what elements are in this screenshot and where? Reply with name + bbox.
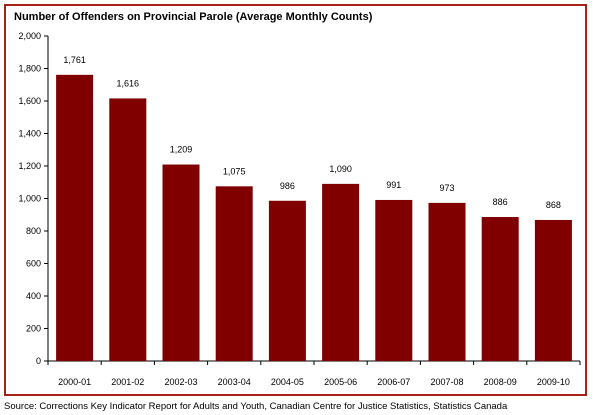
data-label: 986 <box>280 181 295 191</box>
bar <box>268 200 306 361</box>
bar <box>162 164 200 361</box>
bar <box>56 74 94 362</box>
y-tick-label: 1,000 <box>18 194 41 204</box>
chart-title: Number of Offenders on Provincial Parole… <box>14 11 373 23</box>
y-tick-label: 800 <box>26 226 41 236</box>
bar <box>109 98 147 362</box>
data-label: 886 <box>493 197 508 207</box>
x-tick-label: 2002-03 <box>164 377 197 387</box>
bar <box>215 186 253 361</box>
x-tick-label: 2006-07 <box>377 377 410 387</box>
data-label: 1,616 <box>117 78 140 88</box>
data-label: 991 <box>386 180 401 190</box>
source-note: Source: Corrections Key Indicator Report… <box>4 401 508 412</box>
data-label: 1,090 <box>329 164 352 174</box>
bar <box>534 219 572 361</box>
bar-chart: 0 200 400 600 800 1,000 1,200 1,400 1,600 1,800 2,… <box>18 31 581 387</box>
y-tick-label: 600 <box>26 259 41 269</box>
y-tick-label: 400 <box>26 291 41 301</box>
y-tick-label: 1,400 <box>18 129 41 139</box>
data-label: 1,761 <box>63 55 86 65</box>
x-tick-label: 2004-05 <box>271 377 304 387</box>
x-tick-label: 2001-02 <box>111 377 144 387</box>
bar <box>322 183 360 361</box>
data-label: 868 <box>546 200 561 210</box>
data-label: 1,209 <box>170 145 193 155</box>
x-tick-label: 2009-10 <box>537 377 570 387</box>
x-tick-label: 2008-09 <box>484 377 517 387</box>
data-label: 973 <box>439 183 454 193</box>
y-tick-label: 1,600 <box>18 96 41 106</box>
data-label: 1,075 <box>223 166 246 176</box>
y-tick-label: 1,200 <box>18 161 41 171</box>
x-tick-label: 2005-06 <box>324 377 357 387</box>
bar <box>375 199 413 361</box>
y-tick-label: 200 <box>26 324 41 334</box>
bar <box>428 202 466 361</box>
y-tick-label: 1,800 <box>18 64 41 74</box>
y-tick-label: 2,000 <box>18 31 41 41</box>
y-tick-label: 0 <box>36 356 41 366</box>
x-tick-label: 2000-01 <box>58 377 91 387</box>
bar <box>481 217 519 361</box>
x-tick-label: 2003-04 <box>218 377 251 387</box>
x-tick-label: 2007-08 <box>430 377 463 387</box>
